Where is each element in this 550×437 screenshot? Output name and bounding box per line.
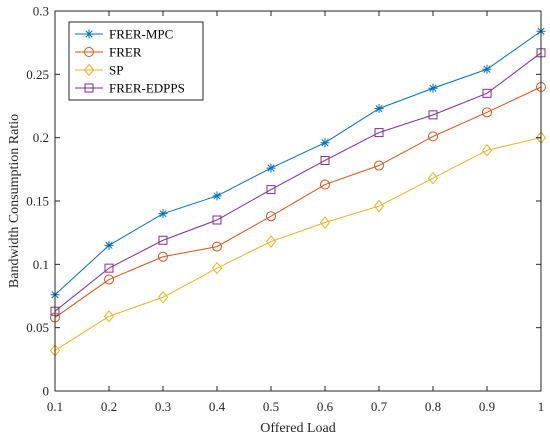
legend-marker-sp (83, 63, 95, 77)
legend-label-sp: SP (109, 63, 123, 78)
data-point-frer-edpps (428, 110, 438, 120)
data-point-frer-mpc (104, 240, 114, 250)
data-point-sp (373, 199, 385, 213)
data-point-frer (428, 131, 438, 142)
data-point-frer (158, 251, 168, 262)
data-point-frer-mpc (212, 191, 222, 201)
x-axis-label: Offered Load (260, 421, 336, 436)
legend-label-frer-mpc: FRER-MPC (109, 27, 173, 42)
data-point-sp (481, 144, 493, 157)
x-tick-label: 0.2 (101, 399, 117, 414)
data-point-sp (157, 290, 169, 304)
x-tick-label: 0.4 (209, 399, 226, 414)
data-point-frer (374, 160, 384, 171)
data-point-frer-edpps (266, 185, 276, 195)
series-line-sp (54, 137, 542, 351)
y-tick-label: 0.25 (26, 67, 49, 82)
data-point-sp (211, 261, 223, 275)
y-tick-label: 0 (43, 384, 50, 399)
series-lines (54, 30, 542, 351)
data-point-sp (103, 309, 115, 323)
data-point-frer-mpc (266, 163, 276, 173)
data-point-frer-edpps (482, 88, 492, 98)
y-axis-ticks: 0 0.05 0.1 0.15 0.2 0.25 0.3 (26, 4, 541, 399)
legend: FRER-MPC FRER SP FRER-EDPPS (68, 21, 204, 101)
y-tick-label: 0.05 (26, 320, 49, 335)
data-point-frer (320, 179, 330, 190)
y-tick-label: 0.3 (33, 4, 49, 19)
legend-marker-frer-edpps (84, 83, 94, 93)
legend-box (68, 21, 204, 101)
y-tick-label: 0.15 (26, 194, 49, 209)
series-line-frer-edpps (54, 52, 542, 312)
data-point-frer-edpps (158, 235, 168, 245)
data-point-frer-mpc (428, 83, 438, 93)
data-point-frer-mpc (374, 104, 384, 114)
data-point-frer-edpps (374, 128, 384, 138)
x-tick-label: 0.1 (47, 399, 63, 414)
data-point-frer (266, 211, 276, 222)
x-tick-label: 0.7 (371, 399, 388, 414)
x-tick-label: 0.6 (317, 399, 334, 414)
legend-label-frer-edpps: FRER-EDPPS (109, 81, 185, 96)
legend-marker-frer (84, 47, 94, 57)
data-point-frer-mpc (482, 64, 492, 74)
data-point-frer-mpc (158, 209, 168, 219)
data-point-frer (104, 274, 114, 285)
x-tick-label: 1 (538, 399, 545, 414)
x-tick-label: 0.5 (263, 399, 279, 414)
data-point-frer-mpc (320, 138, 330, 148)
x-tick-label: 0.3 (155, 399, 171, 414)
x-tick-label: 0.8 (425, 399, 441, 414)
data-point-frer-edpps (320, 155, 330, 165)
series-line-frer-mpc (54, 30, 542, 296)
data-point-frer-edpps (212, 215, 222, 225)
data-point-sp (427, 171, 439, 185)
data-point-frer (212, 241, 222, 252)
x-tick-label: 0.9 (479, 399, 495, 414)
y-axis-label: Bandwidth Consumption Ratio (7, 114, 22, 288)
legend-marker-frer-mpc (84, 29, 94, 39)
legend-label-frer: FRER (109, 45, 142, 60)
y-tick-label: 0.2 (33, 130, 49, 145)
data-point-frer-edpps (104, 263, 114, 273)
data-point-frer (482, 107, 492, 118)
y-tick-label: 0.1 (33, 257, 49, 272)
data-point-sp (319, 216, 331, 229)
data-point-sp (265, 235, 277, 248)
x-axis-ticks: 0.1 0.2 0.3 0.4 0.5 0.6 0.7 0.8 0.9 1 (47, 11, 544, 414)
series-line-frer (54, 86, 542, 318)
